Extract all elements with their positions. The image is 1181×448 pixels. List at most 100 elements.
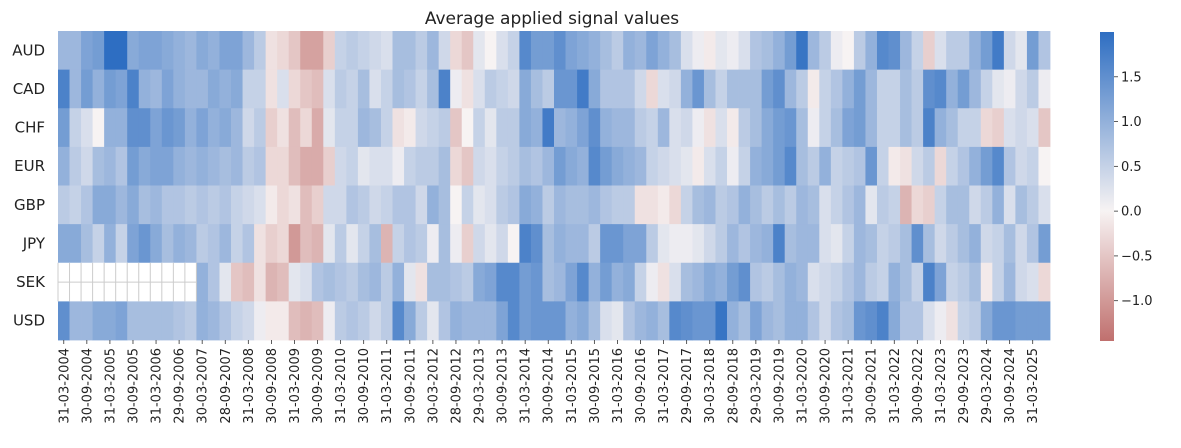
heatmap-cell (254, 185, 267, 225)
row-label: CHF (15, 119, 45, 137)
heatmap-cell (519, 146, 532, 186)
x-tick-label: 30-09-2013 (496, 348, 511, 424)
heatmap-cell (184, 301, 197, 341)
heatmap-cell (611, 301, 624, 341)
heatmap-cell (554, 185, 566, 225)
x-tick-label: 29-09-2006 (173, 348, 188, 424)
heatmap-cell (646, 301, 659, 341)
heatmap-cell (669, 69, 682, 109)
x-tick-label: 30-09-2010 (357, 348, 372, 424)
heatmap-cell (669, 185, 682, 225)
heatmap-cell (277, 146, 290, 186)
heatmap-cell (450, 224, 463, 264)
heatmap-cell (1015, 108, 1028, 148)
heatmap-cell (334, 185, 347, 225)
heatmap-cell (992, 262, 1005, 302)
heatmap-cell (473, 146, 486, 186)
heatmap-cell (796, 69, 809, 109)
heatmap-cell (957, 301, 970, 341)
heatmap-cell (680, 146, 693, 186)
heatmap-cell (173, 69, 186, 109)
heatmap-cell (461, 185, 474, 225)
heatmap-cell (104, 185, 117, 225)
heatmap-cell (680, 262, 693, 302)
heatmap-cell (703, 262, 716, 302)
heatmap-cell (646, 262, 659, 302)
heatmap-cell (242, 301, 255, 341)
heatmap-cell (346, 301, 359, 341)
heatmap-cell (819, 31, 832, 71)
heatmap-cell (484, 69, 497, 109)
heatmap-cell (911, 262, 924, 302)
heatmap-cell (669, 108, 682, 148)
heatmap-cell (969, 301, 982, 341)
heatmap-cell (415, 185, 428, 225)
heatmap-cell (473, 262, 486, 302)
heatmap-cell (311, 146, 324, 186)
heatmap-cell (404, 185, 416, 225)
heatmap-cell (81, 146, 93, 186)
heatmap-cell (380, 31, 393, 71)
heatmap-cell (807, 301, 820, 341)
heatmap-cell (231, 185, 243, 225)
heatmap-cell (369, 185, 382, 225)
heatmap-cell (969, 108, 982, 148)
heatmap-cell (703, 31, 716, 71)
heatmap-cell (934, 31, 947, 71)
heatmap-cell (738, 185, 751, 225)
heatmap-cell (115, 301, 128, 341)
heatmap-cell (58, 108, 70, 148)
heatmap-cell (519, 224, 532, 264)
heatmap-cell (530, 146, 543, 186)
heatmap-cell (115, 31, 128, 71)
heatmap-cell (207, 224, 220, 264)
heatmap-cell (738, 262, 751, 302)
heatmap-cell (161, 185, 174, 225)
heatmap-cell (611, 224, 624, 264)
heatmap-cell (1038, 69, 1051, 109)
heatmap-cell (415, 69, 428, 109)
heatmap-cell (900, 31, 912, 71)
heatmap-cell (715, 185, 728, 225)
heatmap-cell (58, 301, 70, 341)
heatmap-cell (900, 69, 912, 109)
heatmap-cell (600, 31, 613, 71)
heatmap-cell (888, 262, 901, 302)
heatmap-cell (58, 185, 70, 225)
x-tick-label: 30-09-2015 (588, 348, 603, 424)
heatmap-cell (623, 185, 636, 225)
heatmap-cell (876, 224, 889, 264)
heatmap-cell (554, 262, 566, 302)
heatmap-cell (646, 224, 659, 264)
heatmap-cell (900, 224, 912, 264)
heatmap-cell (530, 224, 543, 264)
heatmap-cell (380, 185, 393, 225)
heatmap-cell (957, 224, 970, 264)
chart-title: Average applied signal values (425, 9, 679, 29)
heatmap-cell (853, 301, 866, 341)
heatmap-cell (277, 224, 290, 264)
heatmap-cell (865, 146, 878, 186)
heatmap-cell (600, 262, 613, 302)
heatmap-cell (323, 301, 336, 341)
heatmap-cell (392, 224, 405, 264)
heatmap-cell (427, 185, 440, 225)
heatmap-cell (127, 31, 140, 71)
heatmap-cell (738, 31, 751, 71)
heatmap-cell (542, 146, 555, 186)
heatmap-cell (738, 146, 751, 186)
heatmap-cell (357, 224, 370, 264)
heatmap-cell (415, 262, 428, 302)
heatmap-cell (173, 185, 186, 225)
heatmap-cell (1003, 301, 1016, 341)
heatmap-cell (588, 69, 601, 109)
heatmap-cell (611, 262, 624, 302)
heatmap-cell (865, 301, 878, 341)
heatmap-cell (865, 224, 878, 264)
heatmap-cell (703, 108, 716, 148)
heatmap-cell (484, 31, 497, 71)
heatmap-cell (657, 301, 670, 341)
heatmap-cell (565, 31, 578, 71)
heatmap-cell (369, 69, 382, 109)
heatmap-cell (865, 31, 878, 71)
